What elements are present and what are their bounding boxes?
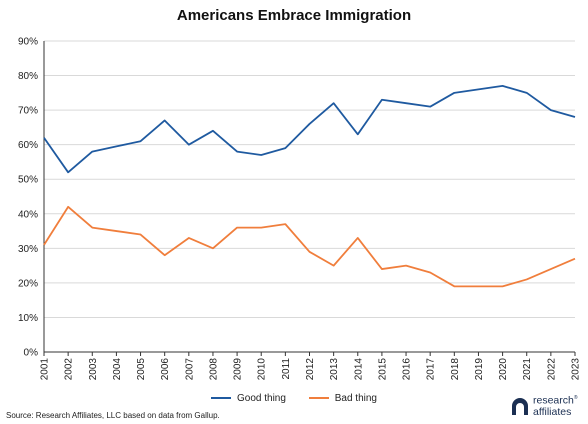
line-chart: 0%10%20%30%40%50%60%70%80%90% 2001 2002 20… [18,37,582,381]
x-tick-label: 2010 [257,358,268,381]
x-tick-label: 2002 [64,358,75,381]
y-axis-ticks: 0% 10% 20% 30% 40% 50% 60% 70% 80% 90% [18,37,38,359]
x-tick-label: 2005 [136,358,147,381]
x-tick-label: 2021 [522,358,533,381]
x-tick-label: 2003 [88,358,99,381]
x-tick-label: 2004 [112,358,123,381]
x-tick-label: 2006 [160,358,171,381]
legend-label-bad: Bad thing [334,392,377,404]
legend: Good thing Bad thing [0,391,588,404]
y-tick-label: 0% [24,348,39,359]
x-tick-label: 2009 [233,358,244,381]
x-tick-label: 2018 [450,358,461,381]
legend-item-bad: Bad thing [308,392,377,404]
research-affiliates-logo: research® affiliates [511,393,587,421]
x-tick-label: 2013 [329,358,340,381]
x-tick-label: 2022 [546,358,557,381]
x-tick-label: 2011 [281,358,292,380]
chart-title: Americans Embrace Immigration [176,7,412,24]
logo-mark-icon [512,398,528,415]
series-line-good-thing [43,85,576,174]
x-tick-label: 2023 [571,358,582,381]
source-note: Source: Research Affiliates, LLC based o… [6,411,220,420]
y-tick-label: 50% [18,175,38,186]
x-tick-label: 2016 [402,358,413,381]
y-tick-label: 90% [18,37,38,48]
axes [43,41,576,356]
x-tick-label: 2020 [498,358,509,381]
gridlines [44,40,575,318]
y-tick-label: 10% [18,313,38,324]
x-tick-label: 2012 [305,358,316,381]
logo-line-2: affiliates [533,405,572,418]
x-tick-label: 2001 [40,358,51,381]
series-line-bad-thing [43,205,576,288]
y-tick-label: 20% [18,278,38,289]
logo-line-1: research® [533,394,578,407]
legend-label-good: Good thing [237,392,286,404]
y-tick-label: 60% [18,140,38,151]
y-tick-label: 40% [18,209,38,220]
legend-item-good: Good thing [211,393,286,404]
x-tick-label: 2008 [208,358,219,381]
x-tick-label: 2017 [426,358,437,381]
legend-swatch-good [211,397,231,399]
series-lines [43,85,576,288]
y-tick-label: 30% [18,244,38,255]
x-tick-label: 2014 [353,358,364,381]
legend-swatch-bad [308,397,329,399]
x-axis-ticks: 2001 2002 2003 2004 2005 2006 2007 2008 2009 2010… [40,358,582,381]
x-tick-label: 2007 [184,358,195,381]
x-tick-label: 2019 [474,358,485,381]
y-tick-label: 80% [18,71,38,82]
y-tick-label: 70% [18,106,38,117]
x-tick-label: 2015 [377,358,388,381]
logo-text: research® affiliates [533,393,578,418]
